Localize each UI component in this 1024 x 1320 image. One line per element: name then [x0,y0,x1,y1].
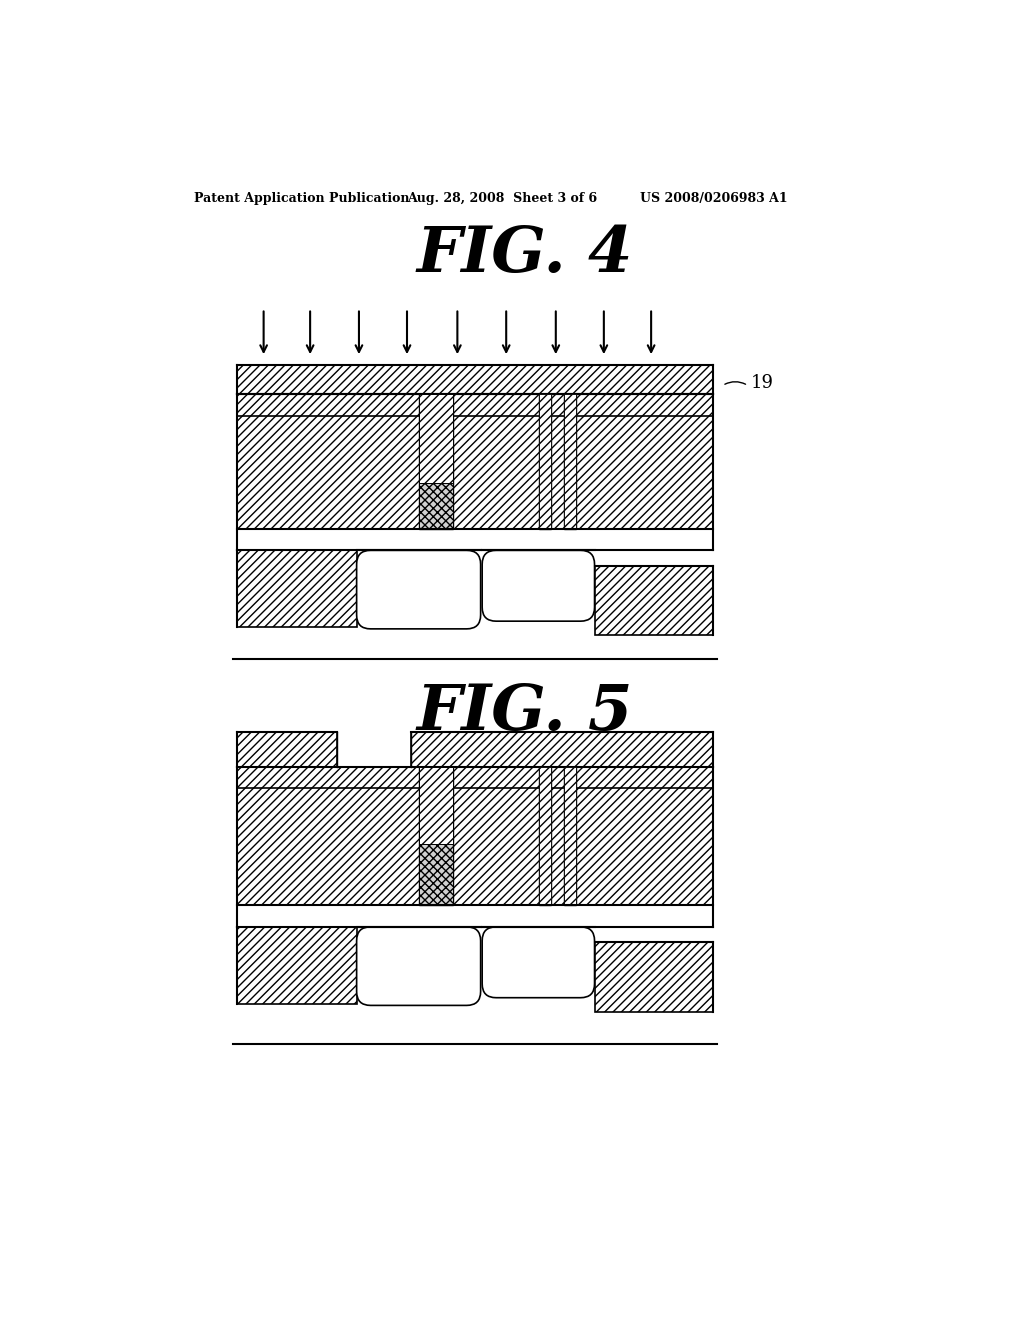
Bar [237,529,713,550]
Bar [419,395,453,483]
Text: FIG. 4: FIG. 4 [417,224,633,285]
Bar [237,550,356,627]
Bar [237,364,713,395]
Bar [419,483,453,529]
Bar [419,393,453,529]
Bar [539,393,551,529]
Bar [595,942,713,1011]
Bar [411,733,713,767]
FancyBboxPatch shape [482,927,595,998]
Bar [237,927,356,1003]
Text: 19: 19 [751,375,773,392]
Bar [419,767,453,843]
Bar [237,393,713,529]
Bar [539,393,551,529]
Bar [563,393,575,529]
Bar [595,566,713,635]
Bar [563,393,575,529]
Bar [563,767,575,906]
Bar [539,767,551,906]
Text: Patent Application Publication: Patent Application Publication [194,191,410,205]
Bar [539,767,551,906]
Bar [237,733,337,767]
FancyBboxPatch shape [356,550,480,628]
Bar [237,906,713,927]
Bar [419,767,453,906]
Text: US 2008/0206983 A1: US 2008/0206983 A1 [640,191,787,205]
FancyBboxPatch shape [356,927,480,1006]
Text: Aug. 28, 2008  Sheet 3 of 6: Aug. 28, 2008 Sheet 3 of 6 [407,191,597,205]
Bar [563,767,575,906]
FancyBboxPatch shape [482,550,595,622]
Bar [237,767,713,906]
Bar [419,843,453,906]
Text: FIG. 5: FIG. 5 [417,682,633,743]
